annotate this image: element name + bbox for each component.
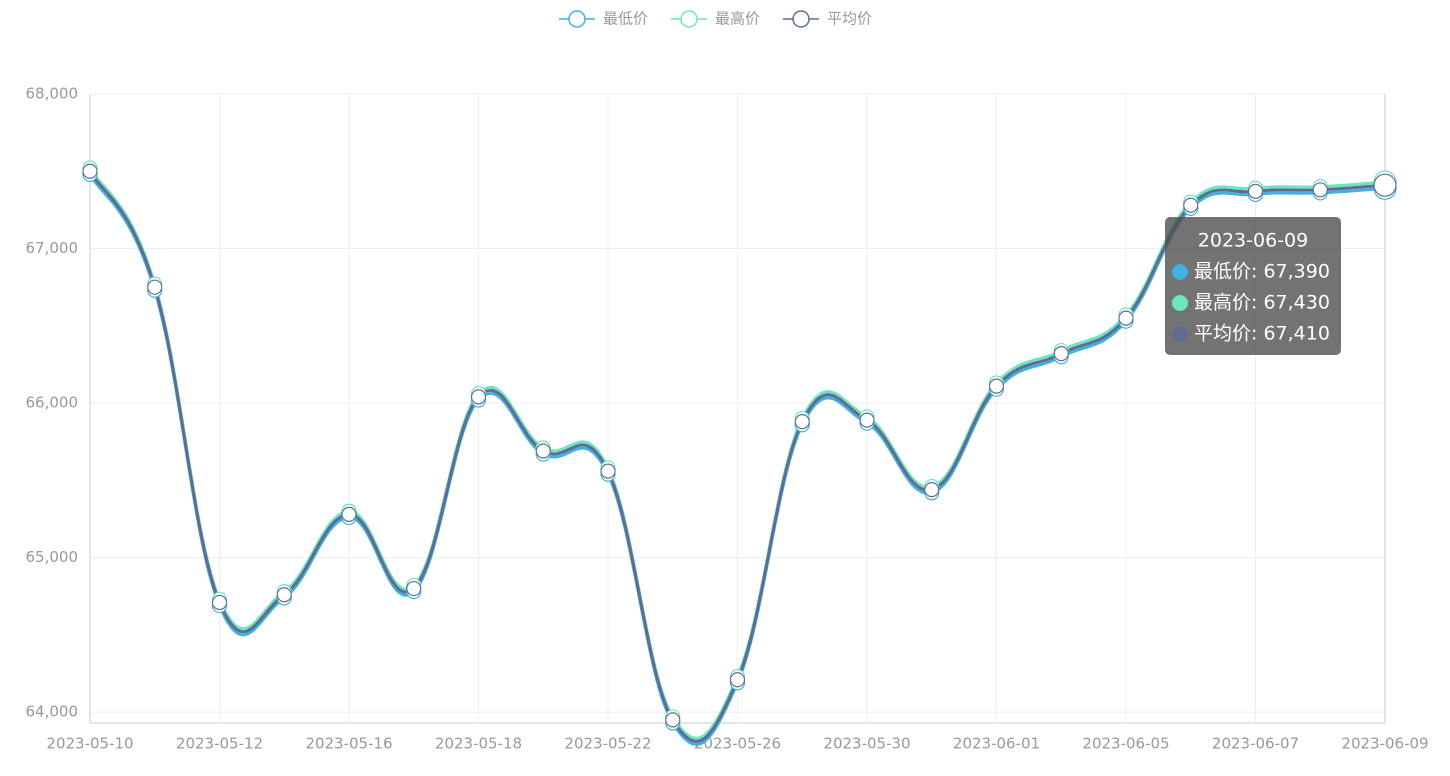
point — [794, 414, 810, 430]
y-tick-label: 65,000 — [26, 548, 79, 566]
x-tick-label: 2023-05-22 — [564, 735, 651, 753]
point — [600, 463, 616, 479]
tooltip-row: 最高价: 67,430 — [1194, 292, 1330, 314]
legend-marker — [680, 10, 698, 28]
point — [470, 389, 487, 405]
tooltip-row: 平均价: 67,410 — [1194, 323, 1330, 345]
point — [1118, 310, 1134, 326]
point — [859, 412, 875, 428]
point — [406, 580, 422, 597]
x-tick-label: 2023-05-12 — [176, 735, 263, 753]
point — [665, 712, 681, 728]
x-tick-label: 2023-06-07 — [1212, 735, 1299, 753]
point — [276, 587, 292, 603]
point — [211, 594, 228, 611]
x-tick-label: 2023-05-26 — [694, 735, 781, 753]
point — [729, 672, 746, 688]
x-tick-label: 2023-06-01 — [953, 735, 1040, 753]
point — [1247, 183, 1264, 199]
x-tick-label: 2023-05-18 — [435, 735, 522, 753]
legend-label: 最高价 — [715, 10, 760, 28]
legend-marker — [568, 10, 586, 28]
x-tick-label: 2023-06-09 — [1341, 735, 1428, 753]
point — [1312, 182, 1328, 198]
tooltip-title: 2023-06-09 — [1198, 230, 1308, 252]
tooltip-dot — [1172, 326, 1188, 342]
legend-marker — [792, 10, 810, 28]
y-tick-label: 66,000 — [26, 394, 79, 412]
tooltip-dot — [1172, 295, 1188, 311]
legend-label: 最低价 — [603, 10, 648, 28]
x-tick-label: 2023-05-30 — [823, 735, 910, 753]
tooltip-row: 最低价: 67,390 — [1194, 261, 1330, 283]
point — [82, 163, 98, 179]
point — [988, 378, 1005, 394]
legend-label: 平均价 — [827, 10, 872, 28]
y-tick-label: 64,000 — [26, 703, 79, 721]
y-tick-label: 68,000 — [26, 85, 79, 103]
tooltip: 2023-06-09 最低价: 67,390 最高价: 67,430 平均价: 67,… — [1165, 217, 1341, 355]
x-tick-label: 2023-05-10 — [46, 735, 133, 753]
point — [1373, 173, 1397, 197]
point — [924, 482, 940, 498]
point — [341, 506, 357, 522]
y-tick-label: 67,000 — [26, 239, 79, 257]
x-tick-label: 2023-06-05 — [1082, 735, 1169, 753]
point — [535, 443, 551, 459]
tooltip-box — [1165, 217, 1341, 355]
point — [1183, 197, 1199, 213]
point — [1053, 346, 1069, 362]
point — [147, 279, 163, 295]
x-tick-label: 2023-05-16 — [305, 735, 392, 753]
tooltip-dot — [1172, 264, 1188, 280]
